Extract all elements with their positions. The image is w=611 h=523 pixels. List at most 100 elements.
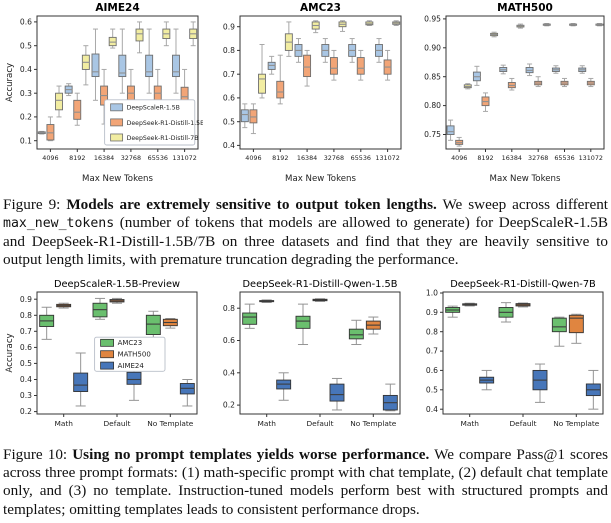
legend-label: MATH500 — [118, 350, 151, 358]
chart-title: DeepSeek-R1-Distill-Qwen-1.5B — [243, 279, 398, 290]
legend-label: AIME24 — [118, 362, 145, 370]
box — [46, 124, 55, 141]
chart-title: DeepScaleR-1.5B-Preview — [54, 279, 180, 290]
legend-label: DeepSeek-R1-Distill-7B — [127, 135, 199, 142]
x-tick-label: 131072 — [375, 154, 399, 162]
x-tick-label: 32768 — [324, 154, 344, 162]
y-tick-label: 0.9 — [20, 294, 32, 303]
axis-frame — [239, 15, 402, 150]
figure10-caption-bold: Using no prompt templates yields worse p… — [72, 445, 430, 463]
box — [145, 314, 161, 335]
x-tick-label: 16384 — [502, 154, 522, 162]
box — [329, 383, 345, 402]
box — [242, 312, 258, 325]
box — [348, 328, 364, 339]
box — [55, 92, 63, 111]
y-tick-label: 0.8 — [20, 310, 32, 319]
box — [91, 53, 100, 78]
y-tick-label: 0.75 — [424, 130, 441, 139]
y-tick-label: 0.7 — [426, 346, 438, 355]
x-tick-label: No Template — [350, 418, 397, 427]
y-tick-label: 0.95 — [424, 15, 441, 24]
box — [329, 57, 338, 75]
chart-title: AMC23 — [300, 2, 341, 14]
box — [73, 372, 89, 392]
y-tick-label: 0.3 — [20, 391, 32, 400]
y-tick-label: 0.8 — [223, 303, 235, 312]
y-tick-label: 0.5 — [426, 385, 438, 394]
x-tick-label: 32768 — [528, 154, 548, 162]
figure10-caption: Figure 10: Using no prompt templates yie… — [3, 446, 608, 520]
legend-swatch — [100, 361, 114, 370]
x-tick-label: 131072 — [172, 154, 196, 162]
figure9-chart-row: 0.1 0.2 0.3 0.4 0.5 0.6 4096 8192 16384 32768 6553… — [0, 0, 611, 190]
legend-swatch — [110, 133, 124, 142]
x-tick-label: Math — [460, 418, 479, 427]
chart-math500: 0.75 0.80 0.85 0.90 0.95 4096 8192 16384 32768 65… — [406, 0, 609, 190]
y-tick-label: 0.9 — [223, 22, 235, 31]
box — [249, 109, 258, 124]
x-tick-label: 4096 — [42, 154, 58, 162]
box — [295, 315, 311, 329]
figure10-caption-prefix: Figure 10: — [3, 445, 73, 463]
box — [172, 54, 180, 78]
x-axis-label: Max New Tokens — [82, 174, 153, 184]
chart-amc23: 0.4 0.5 0.6 0.7 0.8 0.9 4096 8192 16384 32768 6553… — [203, 0, 406, 190]
y-tick-label: 0.3 — [20, 89, 32, 98]
x-tick-label: 65536 — [351, 154, 371, 162]
y-tick-label: 0.9 — [426, 307, 438, 316]
y-tick-label: 0.85 — [424, 72, 441, 81]
figure9-caption-prefix: Figure 9: — [3, 196, 67, 213]
axis-frame — [445, 15, 605, 150]
boxplot-svg: 0.75 0.80 0.85 0.90 0.95 4096 8192 16384 32768 65… — [424, 2, 605, 184]
y-tick-label: 0.5 — [223, 117, 235, 126]
box — [551, 317, 567, 332]
box — [145, 54, 154, 78]
y-tick-label: 0.8 — [426, 327, 438, 336]
y-tick-label: 0.2 — [20, 113, 32, 122]
box — [446, 125, 455, 135]
x-tick-label: No Template — [147, 418, 194, 427]
x-tick-label: 8192 — [477, 154, 493, 162]
axis-frame — [442, 291, 604, 415]
chart-distill-qwen-1-5b: 0.2 0.4 0.6 0.8 Math Default No Template DeepSe… — [203, 277, 406, 440]
y-tick-label: 0.90 — [424, 43, 441, 52]
chart-distill-qwen-7b: 0.4 0.5 0.6 0.7 0.8 0.9 1.0 Math Default No Templ… — [406, 277, 609, 440]
legend-swatch — [100, 338, 114, 347]
x-tick-label: 65536 — [554, 154, 574, 162]
x-tick-label: 8192 — [272, 154, 288, 162]
chart-title: AIME24 — [95, 2, 139, 14]
y-tick-label: 0.80 — [424, 101, 441, 110]
axis-frame — [239, 291, 401, 415]
y-tick-label: 0.7 — [223, 70, 235, 79]
chart-title: DeepSeek-R1-Distill-Qwen-7B — [450, 279, 596, 290]
legend-swatch — [100, 349, 114, 358]
x-tick-label: 16384 — [297, 154, 317, 162]
legend-label: DeepSeek-R1-Distill-1.5B — [127, 120, 203, 127]
boxplot-svg: 0.2 0.4 0.6 0.8 Math Default No Template DeepSe… — [223, 279, 401, 427]
box — [276, 80, 285, 99]
y-tick-label: 0.6 — [426, 366, 438, 375]
x-tick-label: Math — [257, 418, 276, 427]
axis-frame — [36, 15, 199, 150]
box — [126, 371, 142, 385]
y-tick-label: 0.5 — [20, 359, 32, 368]
figure9-caption-seg1: We sweep across different — [436, 196, 609, 213]
chart-title: MATH500 — [497, 2, 553, 14]
x-tick-label: Math — [54, 418, 73, 427]
box — [356, 57, 365, 75]
boxplot-svg: 0.2 0.3 0.4 0.5 0.6 0.7 0.8 0.9 Math Default No Te… — [5, 279, 198, 427]
y-tick-label: 0.6 — [223, 94, 235, 103]
box — [258, 73, 266, 94]
box — [135, 28, 144, 42]
x-tick-label: Default — [103, 418, 130, 427]
y-tick-label: 0.4 — [20, 375, 32, 384]
boxplot-svg: 0.4 0.5 0.6 0.7 0.8 0.9 4096 8192 16384 32768 6553… — [223, 2, 402, 184]
boxplot-svg: 0.4 0.5 0.6 0.7 0.8 0.9 1.0 Math Default No Templ… — [426, 279, 604, 427]
y-tick-label: 0.4 — [223, 368, 235, 377]
box — [303, 54, 312, 78]
boxplot-svg: 0.1 0.2 0.3 0.4 0.5 0.6 4096 8192 16384 32768 6553… — [5, 2, 204, 184]
y-tick-label: 0.2 — [20, 407, 32, 416]
x-tick-label: 32768 — [121, 154, 141, 162]
